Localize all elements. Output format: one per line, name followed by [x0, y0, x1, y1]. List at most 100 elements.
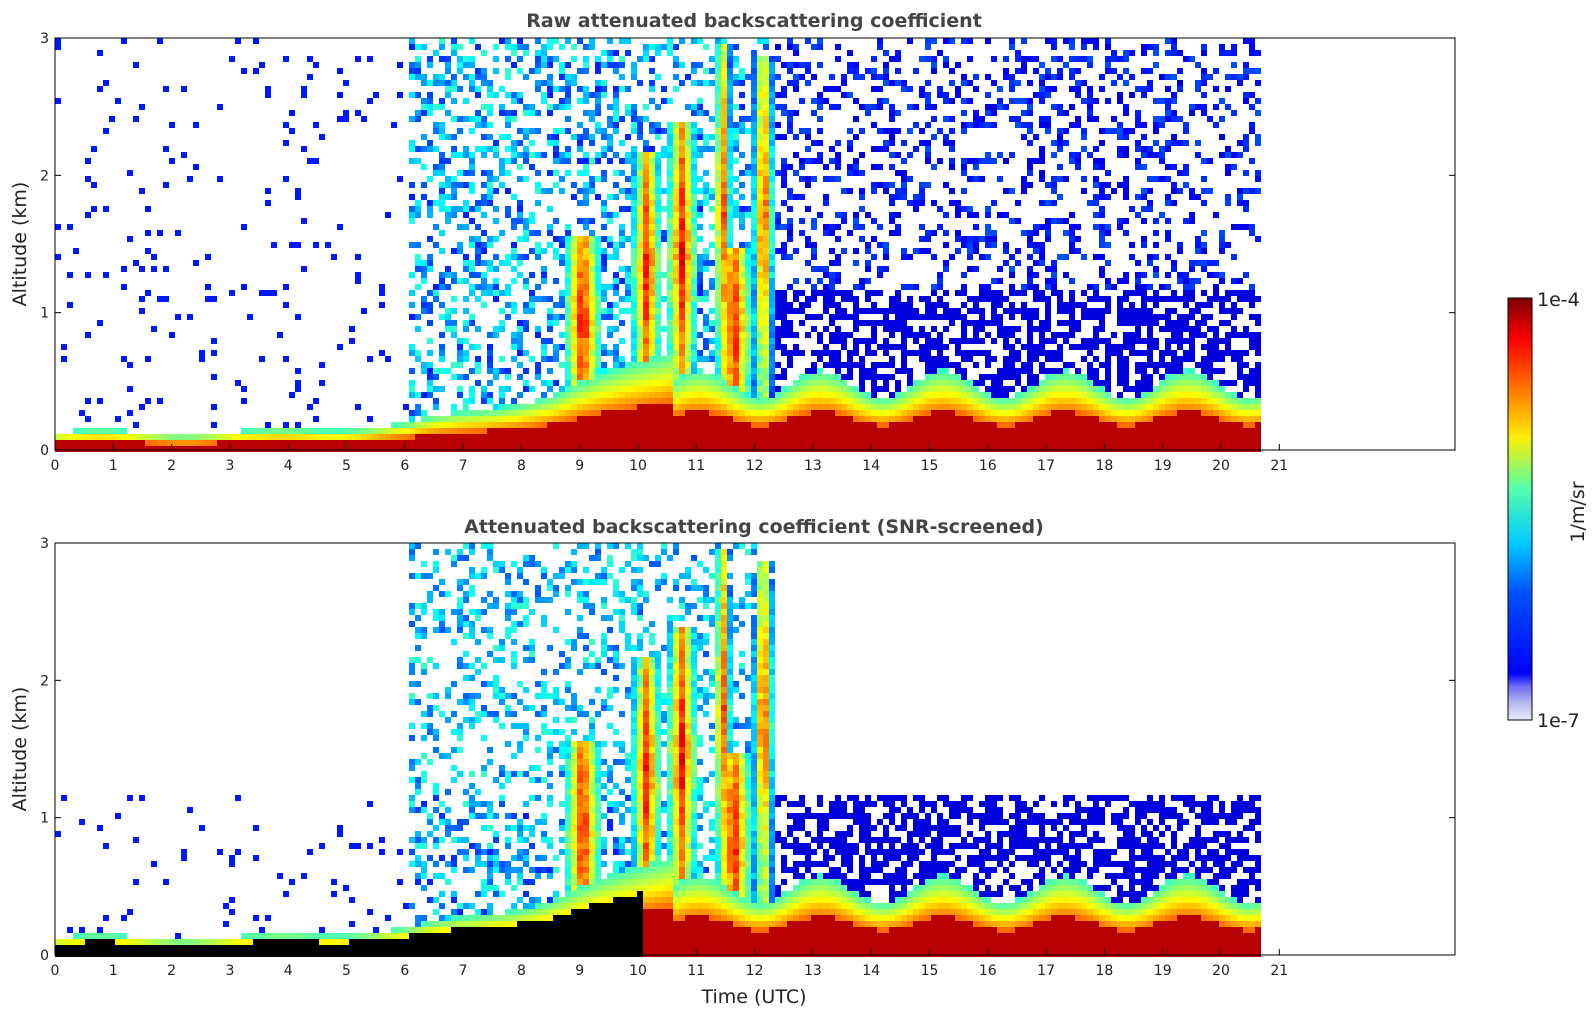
heatmap-cell — [643, 50, 649, 56]
heatmap-cell — [1093, 224, 1099, 230]
heatmap-cell — [781, 104, 787, 110]
heatmap-cell — [775, 56, 781, 62]
heatmap-cell — [295, 380, 301, 386]
heatmap-cell — [997, 374, 1003, 380]
heatmap-cell — [757, 140, 763, 146]
heatmap-cell — [805, 146, 811, 152]
heatmap-cell — [661, 398, 667, 404]
heatmap-cell — [673, 290, 679, 296]
heatmap-cell — [1075, 404, 1081, 410]
heatmap-cell — [571, 242, 577, 248]
heatmap-cell — [1003, 344, 1009, 350]
heatmap-cell — [259, 434, 265, 440]
heatmap-cell — [253, 428, 259, 434]
heatmap-cell — [577, 404, 583, 410]
heatmap-cell — [355, 446, 361, 452]
heatmap-cell — [61, 356, 67, 362]
heatmap-cell — [721, 128, 727, 134]
heatmap-cell — [199, 434, 205, 440]
heatmap-cell — [637, 398, 643, 404]
heatmap-cell — [1009, 398, 1015, 404]
heatmap-cell — [445, 314, 451, 320]
heatmap-cell — [799, 416, 805, 422]
heatmap-cell — [571, 308, 577, 314]
heatmap-cell — [751, 362, 757, 368]
heatmap-cell — [559, 398, 565, 404]
heatmap-cell — [901, 398, 907, 404]
heatmap-cell — [445, 212, 451, 218]
heatmap-cell — [583, 182, 589, 188]
heatmap-cell — [649, 446, 655, 452]
heatmap-cell — [715, 236, 721, 242]
heatmap-cell — [955, 368, 961, 374]
heatmap-cell — [505, 290, 511, 296]
heatmap-cell — [235, 38, 241, 44]
heatmap-cell — [637, 284, 643, 290]
heatmap-cell — [319, 428, 325, 434]
heatmap-cell — [1045, 308, 1051, 314]
heatmap-cell — [931, 56, 937, 62]
heatmap-cell — [739, 338, 745, 344]
heatmap-cell — [319, 434, 325, 440]
heatmap-cell — [133, 446, 139, 452]
heatmap-cell — [415, 206, 421, 212]
heatmap-cell — [721, 422, 727, 428]
heatmap-cell — [883, 254, 889, 260]
heatmap-cell — [775, 338, 781, 344]
heatmap-cell — [595, 440, 601, 446]
heatmap-cell — [613, 170, 619, 176]
heatmap-cell — [1099, 338, 1105, 344]
heatmap-cell — [829, 446, 835, 452]
heatmap-cell — [883, 416, 889, 422]
heatmap-cell — [787, 320, 793, 326]
heatmap-cell — [127, 410, 133, 416]
heatmap-cell — [469, 398, 475, 404]
heatmap-cell — [505, 446, 511, 452]
heatmap-cell — [805, 404, 811, 410]
heatmap-cell — [427, 392, 433, 398]
heatmap-cell — [115, 428, 121, 434]
heatmap-cell — [607, 410, 613, 416]
heatmap-cell — [631, 296, 637, 302]
heatmap-cell — [739, 254, 745, 260]
heatmap-cell — [745, 410, 751, 416]
heatmap-cell — [535, 368, 541, 374]
heatmap-cell — [397, 428, 403, 434]
heatmap-cell — [301, 428, 307, 434]
heatmap-cell — [811, 416, 817, 422]
heatmap-cell — [871, 122, 877, 128]
heatmap-cell — [913, 410, 919, 416]
heatmap-cell — [997, 332, 1003, 338]
heatmap-cell — [769, 152, 775, 158]
heatmap-cell — [889, 446, 895, 452]
heatmap-cell — [499, 170, 505, 176]
heatmap-cell — [847, 434, 853, 440]
heatmap-cell — [1099, 416, 1105, 422]
heatmap-cell — [175, 440, 181, 446]
heatmap-cell — [511, 356, 517, 362]
heatmap-cell — [667, 128, 673, 134]
heatmap-cell — [475, 416, 481, 422]
heatmap-cell — [295, 242, 301, 248]
heatmap-cell — [523, 320, 529, 326]
heatmap-cell — [421, 308, 427, 314]
heatmap-cell — [1051, 266, 1057, 272]
heatmap-cell — [793, 296, 799, 302]
heatmap-cell — [757, 440, 763, 446]
heatmap-cell — [631, 314, 637, 320]
heatmap-cell — [805, 440, 811, 446]
heatmap-cell — [871, 218, 877, 224]
heatmap-cell — [679, 260, 685, 266]
heatmap-cell — [913, 68, 919, 74]
heatmap-cell — [553, 152, 559, 158]
heatmap-cell — [427, 110, 433, 116]
heatmap-cell — [727, 116, 733, 122]
heatmap-cell — [415, 242, 421, 248]
heatmap-cell — [925, 236, 931, 242]
heatmap-cell — [667, 338, 673, 344]
heatmap-cell — [931, 326, 937, 332]
heatmap-cell — [739, 422, 745, 428]
heatmap-cell — [391, 440, 397, 446]
heatmap-cell — [1075, 152, 1081, 158]
heatmap-cell — [367, 98, 373, 104]
